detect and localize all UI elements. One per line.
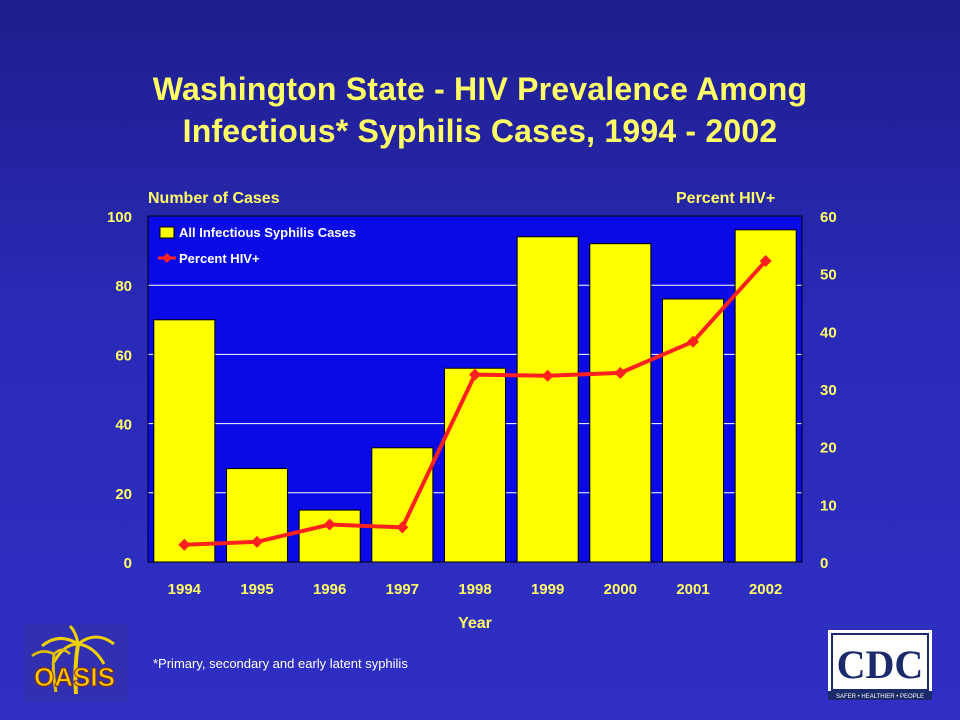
y-tick-label-right: 40 xyxy=(820,324,837,341)
line-point-marker xyxy=(541,369,554,382)
y-tick-label-right: 10 xyxy=(820,497,837,514)
footnote: *Primary, secondary and early latent syp… xyxy=(153,656,408,671)
x-tick-label: 1995 xyxy=(240,581,273,598)
y-tick-label-left: 100 xyxy=(107,209,132,226)
y-tick-label-right: 50 xyxy=(820,267,837,284)
y-tick-label-right: 0 xyxy=(820,555,828,572)
line-point-marker xyxy=(469,368,481,381)
line-point-marker xyxy=(178,538,191,551)
x-axis-label: Year xyxy=(458,615,492,632)
y-tick-label-left: 0 xyxy=(124,555,132,572)
bar xyxy=(225,468,289,563)
line-point-marker xyxy=(759,254,772,267)
legend-swatch-bar xyxy=(159,226,175,239)
bar xyxy=(298,509,361,563)
oasis-logo-text: OASIS xyxy=(34,662,115,692)
y-axis-right-label: Percent HIV+ xyxy=(676,190,776,207)
title-line-1: Washington State - HIV Prevalence Among xyxy=(152,71,808,107)
line-point-marker xyxy=(323,518,336,531)
x-tick-label: 2001 xyxy=(676,581,709,598)
title-line-2: Infectious* Syphilis Cases, 1994 - 2002 xyxy=(182,113,778,149)
plot-border xyxy=(147,215,803,563)
x-tick-label: 1998 xyxy=(458,581,491,598)
y-tick-label-left: 60 xyxy=(115,347,132,364)
cdc-tagline: SAFER • HEALTHIER • PEOPLE xyxy=(836,694,924,700)
oasis-logo: OASIS xyxy=(24,624,128,702)
legend-label-percent: Percent HIV+ xyxy=(179,251,260,266)
line-point-marker xyxy=(614,366,627,379)
legend-label-cases: All Infectious Syphilis Cases xyxy=(179,225,356,240)
x-tick-label: 2002 xyxy=(749,581,782,598)
y-axis-left-label: Number of Cases xyxy=(148,190,280,207)
bar xyxy=(153,319,216,563)
bar xyxy=(443,367,507,563)
x-tick-label: 2000 xyxy=(604,581,637,598)
cdc-logo-text: CDC xyxy=(837,642,924,687)
x-tick-label: 1999 xyxy=(531,581,564,598)
x-tick-label: 1996 xyxy=(313,581,346,598)
bar xyxy=(589,243,652,563)
legend-swatch-marker xyxy=(162,253,172,263)
bar xyxy=(371,447,434,563)
y-tick-label-right: 30 xyxy=(820,382,837,399)
chart-title: Washington State - HIV Prevalence Among … xyxy=(0,68,960,152)
y-tick-label-left: 40 xyxy=(115,417,132,434)
x-tick-label: 1997 xyxy=(386,581,419,598)
x-tick-label: 1994 xyxy=(168,581,202,598)
bar xyxy=(516,236,579,563)
bar xyxy=(734,229,797,563)
y-tick-label-right: 20 xyxy=(820,440,837,457)
cdc-logo: CDC SAFER • HEALTHIER • PEOPLE xyxy=(828,630,932,700)
y-tick-label-left: 80 xyxy=(115,278,132,295)
line-point-marker xyxy=(251,535,263,548)
line-point-marker xyxy=(687,335,699,348)
palm-tree-icon: OASIS xyxy=(31,624,115,695)
line-point-marker xyxy=(396,521,409,534)
y-tick-label-right: 60 xyxy=(820,209,837,226)
y-tick-label-left: 20 xyxy=(115,486,132,503)
